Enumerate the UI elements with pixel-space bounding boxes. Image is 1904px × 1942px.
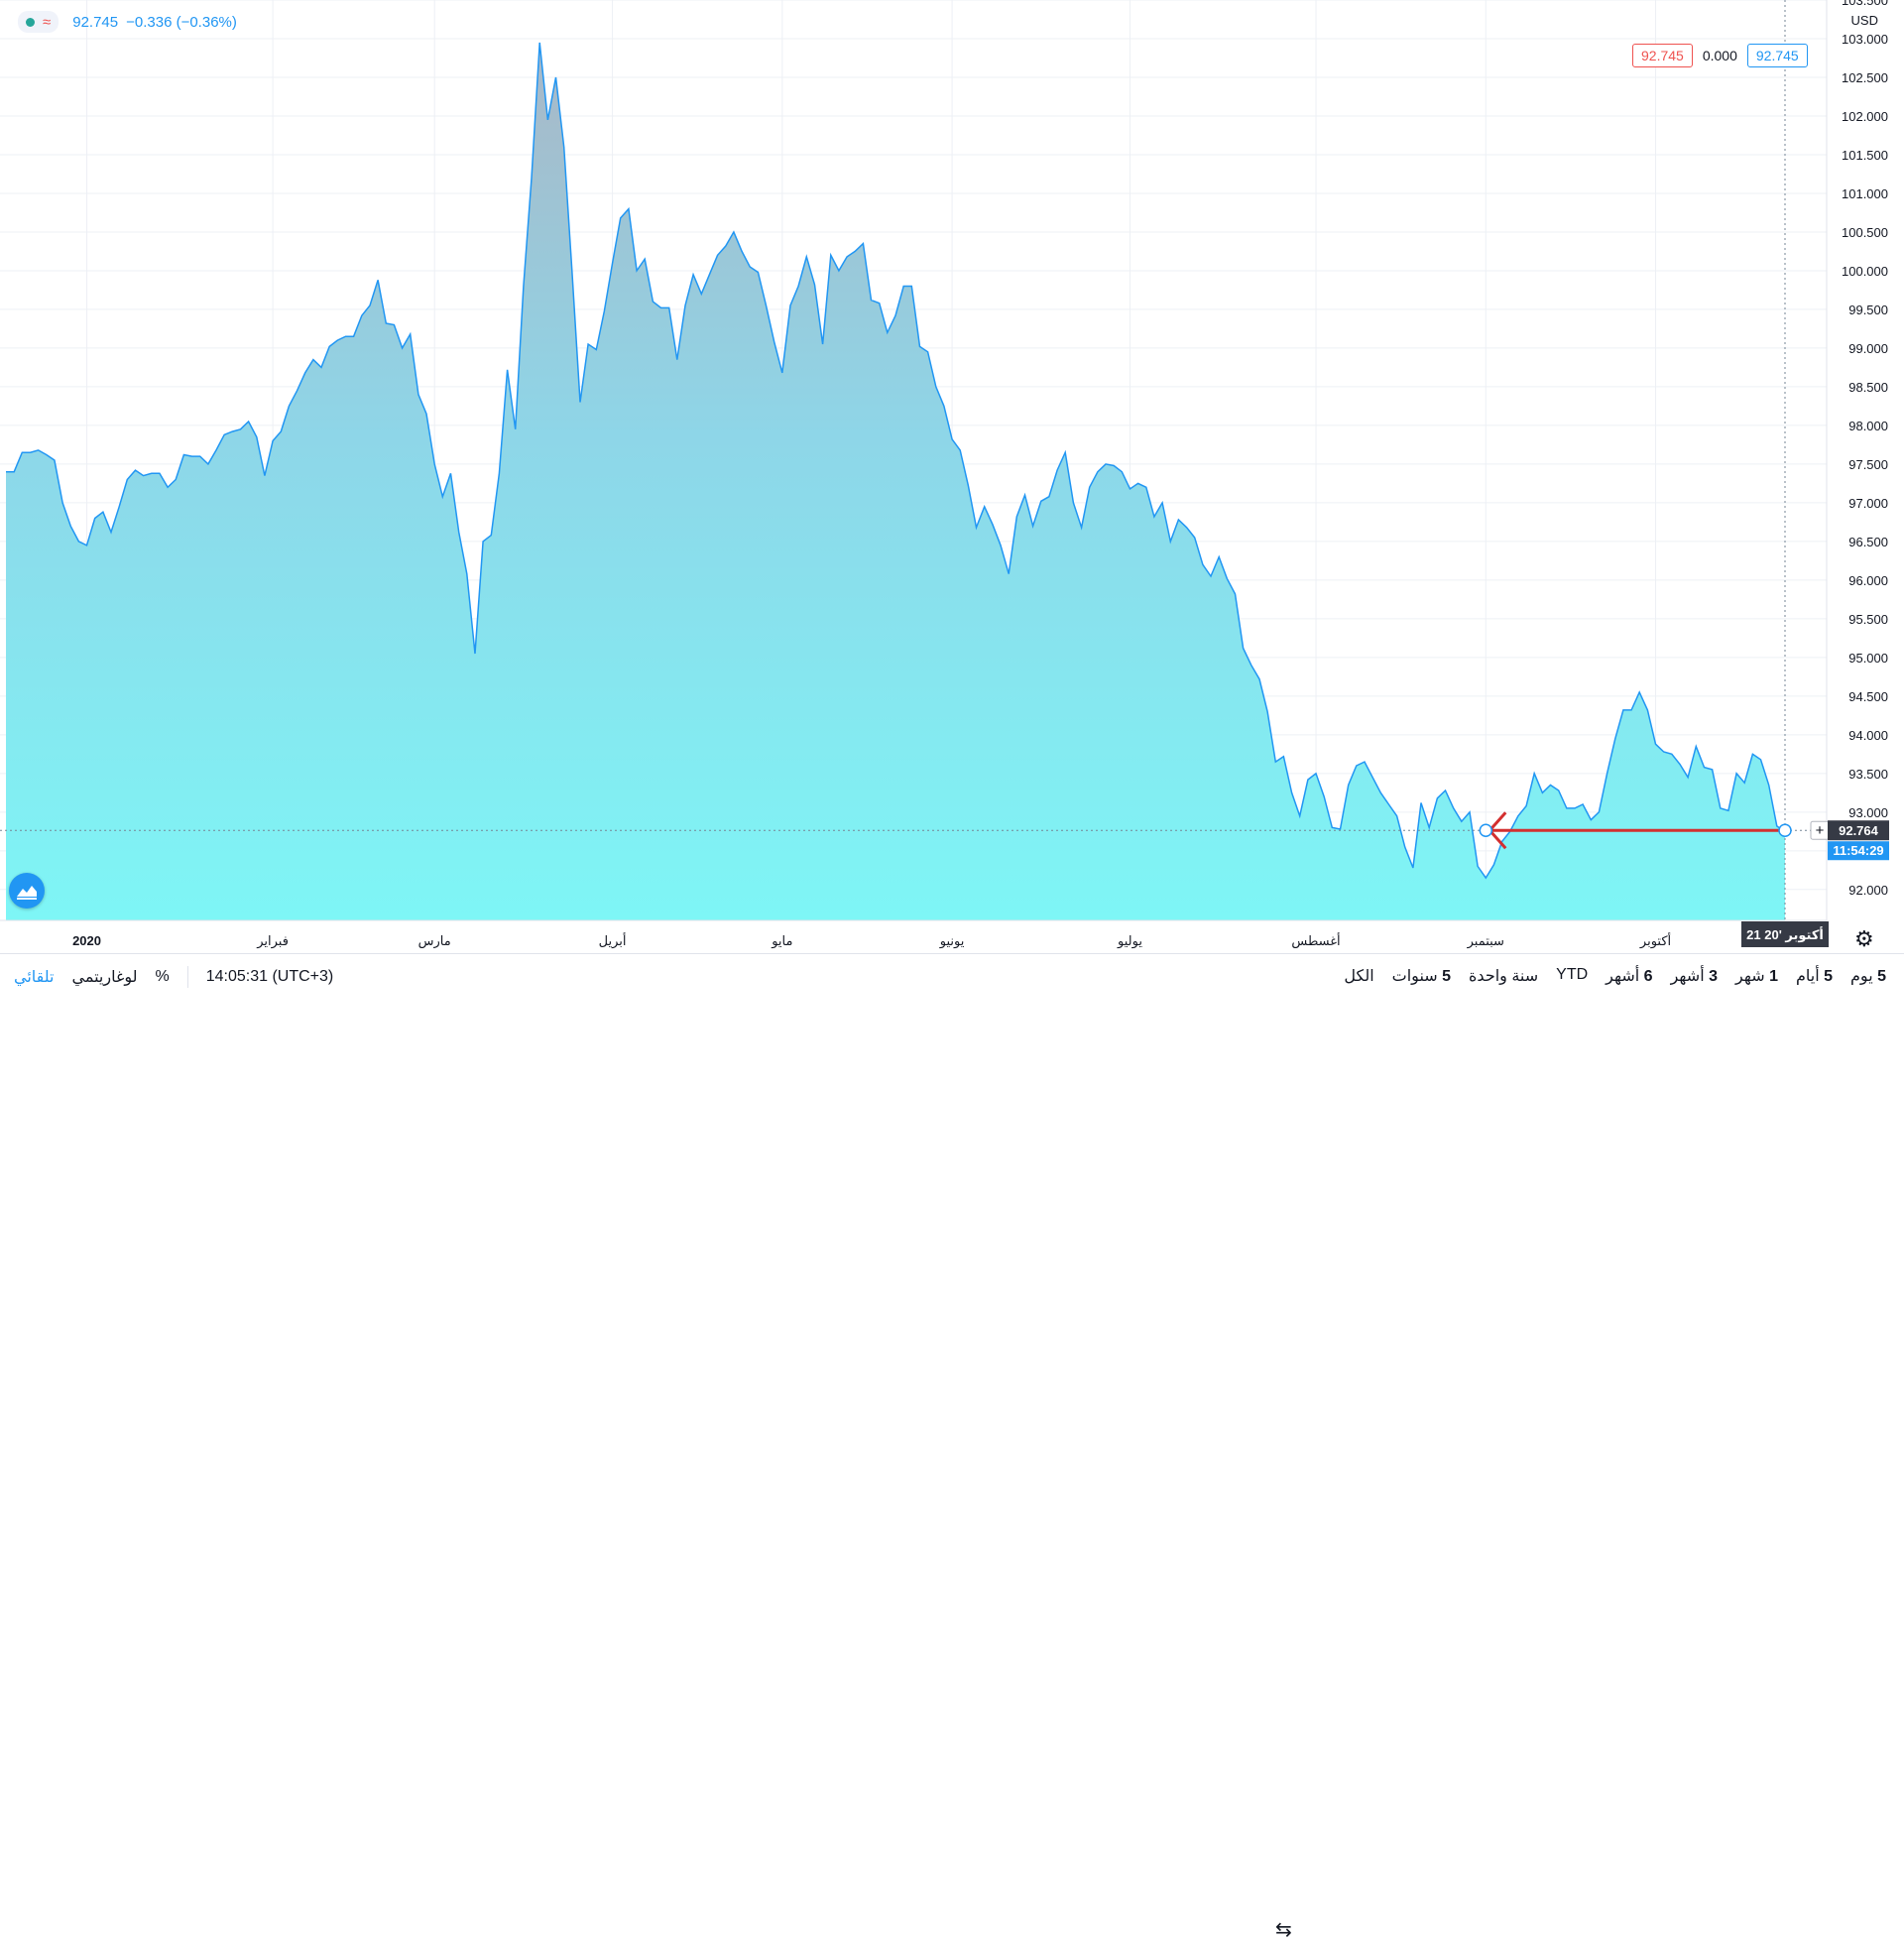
range-number: 5 xyxy=(1819,968,1834,985)
x-tick-label: أغسطس xyxy=(1291,932,1340,949)
x-tick-label: فبراير xyxy=(256,933,289,949)
y-tick-label: 96.000 xyxy=(1848,573,1888,588)
price-axis: 92.00092.50093.00093.50094.00094.50095.0… xyxy=(1826,0,1904,920)
range-text: أشهر xyxy=(1670,968,1705,985)
range-number: 3 xyxy=(1704,968,1718,985)
arrow-anchor-start[interactable] xyxy=(1479,823,1493,837)
log-scale-button[interactable]: لوغاريتمي xyxy=(71,969,138,986)
range-number: 5 xyxy=(1872,968,1886,985)
crosshair-date-label: 21 أكتوبر '20 xyxy=(1746,926,1824,942)
x-tick-label: أكتوبر xyxy=(1639,932,1671,949)
range-number: 5 xyxy=(1437,968,1452,985)
legend-change: −0.336 (−0.36%) xyxy=(126,13,237,31)
auto-scale-button[interactable]: تلقائي xyxy=(14,969,55,986)
time-axis: 2020 فبراير مارس أبريل مايو يونيو يوليو أغسطس سب… xyxy=(0,919,1827,949)
timezone-clock[interactable]: 14:05:31 (UTC+3) xyxy=(205,968,334,985)
range-number: 1 xyxy=(1764,968,1778,985)
range-text: يوم xyxy=(1850,968,1873,985)
y-tick-label: 95.500 xyxy=(1848,612,1888,627)
price-chart[interactable]: 92.00092.50093.00093.50094.00094.50095.0… xyxy=(0,0,1904,953)
y-tick-label: 97.500 xyxy=(1848,457,1888,472)
range-text: شهر xyxy=(1735,968,1765,985)
y-tick-label: 100.500 xyxy=(1842,225,1888,240)
gear-icon[interactable]: ⚙ xyxy=(1854,926,1874,951)
toolbar-separator xyxy=(186,966,188,988)
y-tick-label: 100.000 xyxy=(1842,264,1888,279)
last-price-tag: 92.745 xyxy=(1632,44,1693,67)
y-tick-label: 101.000 xyxy=(1842,186,1888,201)
y-tick-label: 99.000 xyxy=(1848,341,1888,356)
range-button[interactable]: 5 سنوات xyxy=(1392,966,1451,986)
range-button[interactable]: YTD xyxy=(1556,966,1588,986)
countdown-label: 11:54:29 xyxy=(1833,843,1883,858)
x-tick-label: مايو xyxy=(771,933,792,949)
range-number: 6 xyxy=(1639,968,1653,985)
countdown-box xyxy=(1828,841,1889,861)
range-selector: 5 يوم 5 أيام 1 شهر 3 أشهر 6 أشهر YTD سنة واحدة… xyxy=(1344,966,1886,986)
arrow-anchor-end[interactable] xyxy=(1778,823,1792,837)
range-text: سنوات xyxy=(1391,968,1438,985)
x-tick-label: سبتمبر xyxy=(1467,933,1504,949)
change-tag: 0.000 xyxy=(1702,48,1737,63)
tradingview-logo[interactable] xyxy=(9,873,45,909)
price-line xyxy=(6,42,1786,880)
x-tick-label: يونيو xyxy=(939,933,965,949)
y-tick-label: 94.500 xyxy=(1848,689,1888,704)
range-text: أيام xyxy=(1795,968,1820,985)
bottom-toolbar: تلقائي لوغاريتمي % 14:05:31 (UTC+3) ⇆ 5 … xyxy=(0,953,1904,1941)
plus-icon: + xyxy=(1816,822,1825,839)
range-text: الكل xyxy=(1344,968,1374,985)
y-tick-label: 95.000 xyxy=(1848,651,1888,666)
range-button[interactable]: 5 يوم xyxy=(1850,966,1886,986)
chart-overlay: +92.764 11:54:29 21 أكتوبر '20 xyxy=(0,0,1889,947)
price-area-fill xyxy=(6,42,1785,920)
y-tick-label: 92.000 xyxy=(1848,883,1888,898)
y-tick-label: 101.500 xyxy=(1842,148,1888,163)
symbol-legend: ≈ 92.745 −0.336 (−0.36%) xyxy=(18,11,237,33)
wave-icon[interactable]: ≈ xyxy=(43,13,52,31)
y-tick-label: 97.000 xyxy=(1848,496,1888,511)
crosshair-date-box xyxy=(1741,921,1829,947)
x-tick-label: أبريل xyxy=(599,932,627,949)
price-axis-background xyxy=(1827,0,1904,920)
range-text: أشهر xyxy=(1606,968,1640,985)
y-tick-label: 96.500 xyxy=(1848,535,1888,549)
range-button[interactable]: 1 شهر xyxy=(1735,966,1778,986)
currency-label: USD xyxy=(1851,13,1878,28)
range-button[interactable]: الكل xyxy=(1344,966,1373,986)
compare-icon[interactable]: ⇆ xyxy=(1275,1919,1292,1941)
range-button[interactable]: 6 أشهر xyxy=(1606,966,1652,986)
y-tick-label: 102.000 xyxy=(1842,109,1888,124)
range-text: YTD xyxy=(1556,966,1589,983)
x-tick-label: يوليو xyxy=(1117,933,1142,949)
y-tick-label: 102.500 xyxy=(1842,70,1888,85)
y-tick-label: 98.500 xyxy=(1848,380,1888,395)
y-tick-label: 99.500 xyxy=(1848,303,1888,317)
legend-toggle[interactable]: ≈ xyxy=(18,11,60,33)
y-tick-label: 98.000 xyxy=(1848,419,1888,433)
price-tags: 92.745 0.000 92.745 xyxy=(1632,44,1808,67)
range-button[interactable]: سنة واحدة xyxy=(1469,966,1538,986)
legend-price: 92.745 xyxy=(72,13,119,31)
percent-scale-button[interactable]: % xyxy=(155,968,170,985)
y-tick-label: 103.000 xyxy=(1842,32,1888,47)
x-tick-label: مارس xyxy=(418,933,451,949)
current-price-tag: 92.745 xyxy=(1746,44,1808,67)
green-dot-icon xyxy=(26,17,35,27)
y-tick-label: 94.000 xyxy=(1848,728,1888,743)
y-tick-label: 103.500 xyxy=(1842,0,1888,8)
x-tick-label: 2020 xyxy=(72,933,101,948)
crosshair-price-box xyxy=(1828,820,1889,841)
range-button[interactable]: 3 أشهر xyxy=(1671,966,1718,986)
y-tick-label: 93.500 xyxy=(1848,767,1888,782)
range-button[interactable]: 5 أيام xyxy=(1796,966,1833,986)
crosshair-price-label: 92.764 xyxy=(1839,823,1879,838)
y-tick-label: 93.000 xyxy=(1848,805,1888,820)
range-text: سنة واحدة xyxy=(1469,968,1539,985)
